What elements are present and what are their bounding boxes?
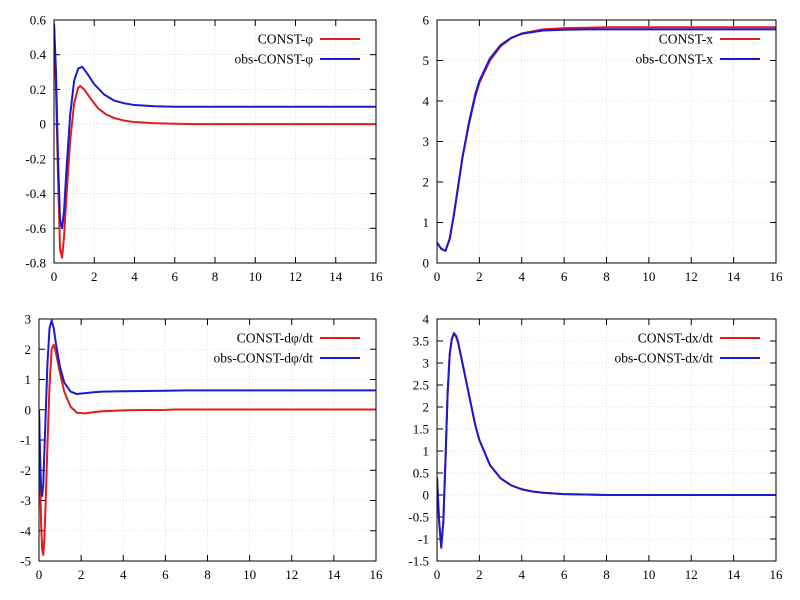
y-tick-label: 0.5 [413, 466, 429, 481]
x-tick-label: 14 [727, 269, 741, 284]
x-tick-label: 6 [162, 567, 169, 582]
y-tick-label: -1 [20, 433, 31, 448]
legend-label: obs-CONST-dx/dt [614, 351, 713, 366]
y-tick-label: 6 [423, 13, 430, 28]
legend-label: CONST-dφ/dt [237, 331, 314, 346]
x-tick-label: 8 [603, 567, 610, 582]
series-line-2 [437, 28, 776, 252]
y-tick-label: 4 [423, 94, 430, 109]
x-tick-label: 10 [642, 567, 655, 582]
y-tick-label: 0.4 [30, 47, 47, 62]
legend-label: CONST-dx/dt [638, 331, 714, 346]
y-tick-label: 3.5 [413, 334, 429, 349]
y-tick-label: -0.6 [25, 221, 46, 236]
x-tick-label: 6 [561, 269, 568, 284]
x-tick-label: 4 [519, 567, 526, 582]
y-tick-label: 5 [423, 53, 430, 68]
y-tick-label: 1.5 [413, 422, 429, 437]
x-tick-label: 0 [434, 269, 441, 284]
y-tick-label: 0 [40, 117, 47, 132]
y-tick-label: 4 [423, 312, 430, 327]
y-tick-label: 2 [423, 400, 430, 415]
x-tick-label: 16 [370, 567, 384, 582]
x-tick-label: 8 [212, 269, 219, 284]
legend-label: CONST-x [659, 32, 714, 47]
y-tick-label: 3 [25, 312, 32, 327]
x-tick-label: 12 [285, 567, 298, 582]
y-tick-label: -5 [20, 554, 31, 569]
y-tick-label: -2 [20, 463, 31, 478]
y-tick-label: 0 [423, 488, 430, 503]
plot-frame [436, 318, 777, 562]
x-tick-label: 16 [370, 269, 384, 284]
x-tick-label: 10 [642, 269, 655, 284]
series-line-2 [437, 332, 776, 549]
series-line-1 [39, 343, 376, 556]
legend-label: obs-CONST-x [635, 52, 713, 67]
x-tick-label: 12 [685, 567, 698, 582]
series-line-2 [54, 23, 376, 230]
x-tick-label: 12 [289, 269, 302, 284]
y-tick-label: 1 [25, 372, 32, 387]
x-tick-label: 0 [434, 567, 441, 582]
series-line-1 [54, 23, 376, 259]
y-tick-label: 1 [423, 444, 430, 459]
legend-label: CONST-φ [258, 32, 314, 47]
x-tick-label: 12 [685, 269, 698, 284]
x-tick-label: 16 [770, 269, 784, 284]
x-tick-label: 8 [204, 567, 211, 582]
x-tick-label: 2 [476, 269, 483, 284]
x-tick-label: 4 [519, 269, 526, 284]
x-tick-label: 14 [727, 567, 741, 582]
y-tick-label: 1 [423, 215, 430, 230]
y-tick-label: 0.6 [30, 13, 47, 28]
x-tick-label: 10 [249, 269, 262, 284]
y-tick-label: 2.5 [413, 378, 429, 393]
series-line-2 [39, 319, 376, 497]
y-tick-label: 3 [423, 356, 430, 371]
x-tick-label: 8 [603, 269, 610, 284]
chart-panel-4: 0 2 4 6 8 10 12 14 16 -1.5 -1 -0.5 0 0.5 1 1.5 2 2.5 3 3.5 4… [408, 312, 783, 583]
x-tick-label: 4 [120, 567, 127, 582]
plot-frame [436, 19, 777, 264]
y-tick-label: 3 [423, 134, 430, 149]
x-tick-label: 2 [476, 567, 483, 582]
y-tick-label: -1 [418, 532, 429, 547]
legend-label: obs-CONST-φ [234, 52, 313, 67]
x-tick-label: 14 [327, 567, 341, 582]
y-tick-label: 2 [25, 342, 32, 357]
x-tick-label: 2 [91, 269, 98, 284]
x-tick-label: 6 [172, 269, 179, 284]
plot-frame [53, 19, 377, 264]
plot-frame [38, 318, 377, 562]
chart-panel-3: 0 2 4 6 8 10 12 14 16-5-4-3-2-10123CONST-dφ/dtob… [20, 312, 383, 583]
x-tick-label: 6 [561, 567, 568, 582]
x-tick-label: 16 [770, 567, 784, 582]
y-tick-label: 0.2 [30, 82, 46, 97]
y-tick-label: -0.4 [25, 186, 46, 201]
y-tick-label: -0.5 [408, 510, 429, 525]
y-tick-label: -0.2 [25, 151, 46, 166]
x-tick-label: 0 [36, 567, 43, 582]
x-tick-label: 4 [131, 269, 138, 284]
y-tick-label: 0 [25, 402, 32, 417]
legend-label: obs-CONST-dφ/dt [213, 351, 313, 366]
y-tick-label: -0.8 [25, 256, 46, 271]
x-tick-label: 0 [51, 269, 58, 284]
chart-panel-1: 0 2 4 6 8 10 12 14 16 -0.8 -0.6 -0.4 -0.2 0 0.2 0.4 0.6 C… [25, 13, 383, 285]
y-tick-label: 0 [423, 256, 430, 271]
x-tick-label: 10 [243, 567, 256, 582]
x-tick-label: 14 [329, 269, 343, 284]
y-tick-label: 2 [423, 175, 430, 190]
y-tick-label: -4 [20, 523, 31, 538]
y-tick-label: -3 [20, 493, 31, 508]
x-tick-label: 2 [78, 567, 85, 582]
y-tick-label: -1.5 [408, 554, 429, 569]
